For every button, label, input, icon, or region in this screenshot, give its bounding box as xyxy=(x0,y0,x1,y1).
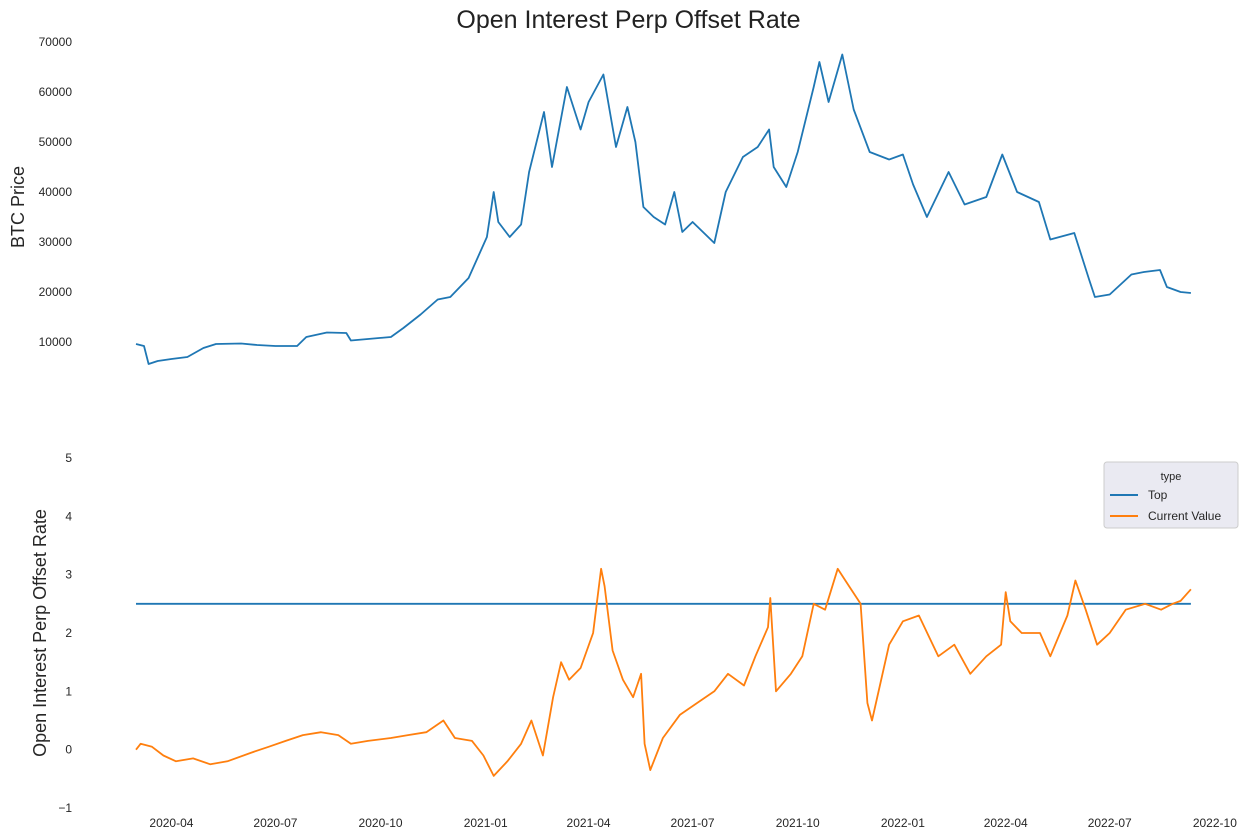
panel1-series-line xyxy=(135,53,1191,365)
panel1-ytick-label: 40000 xyxy=(39,185,73,199)
panel2-ytick-label: 3 xyxy=(65,568,72,582)
xtick-label: 2021-01 xyxy=(464,816,508,830)
xtick-label: 2021-04 xyxy=(567,816,611,830)
panel1-ytick-label: 30000 xyxy=(39,235,73,249)
panel2-ytick-label: −1 xyxy=(58,801,72,815)
series-line-current-value xyxy=(135,567,1192,777)
panel1-ytick-label: 70000 xyxy=(39,35,73,49)
legend-label-current-value: Current Value xyxy=(1148,509,1221,523)
panel1-ytick-label: 20000 xyxy=(39,285,73,299)
panel1-ytick-label: 50000 xyxy=(39,135,73,149)
panel2-ytick-label: 5 xyxy=(65,451,72,465)
xtick-label: 2021-07 xyxy=(671,816,715,830)
xtick-label: 2022-10 xyxy=(1193,816,1237,830)
panel1-ytick-label: 10000 xyxy=(39,335,73,349)
panel1-ytick-label: 60000 xyxy=(39,85,73,99)
xtick-label: 2022-04 xyxy=(984,816,1028,830)
xtick-label: 2022-07 xyxy=(1088,816,1132,830)
xtick-label: 2020-10 xyxy=(359,816,403,830)
panel2-ytick-label: 2 xyxy=(65,626,72,640)
xtick-label: 2022-01 xyxy=(881,816,925,830)
xtick-label: 2021-10 xyxy=(776,816,820,830)
panel2-ytick-label: 0 xyxy=(65,743,72,757)
panel1-ylabel: BTC Price xyxy=(8,166,28,248)
xtick-label: 2020-04 xyxy=(149,816,193,830)
legend-label-top: Top xyxy=(1148,488,1168,502)
xtick-label: 2020-07 xyxy=(253,816,297,830)
legend-box xyxy=(1103,461,1239,529)
chart-title: Open Interest Perp Offset Rate xyxy=(456,6,801,34)
legend-title: type xyxy=(1161,471,1182,483)
panel2-ytick-label: 4 xyxy=(65,509,72,523)
panel2-ytick-label: 1 xyxy=(65,684,72,698)
panel2-ylabel: Open Interest Perp Offset Rate xyxy=(30,509,50,757)
